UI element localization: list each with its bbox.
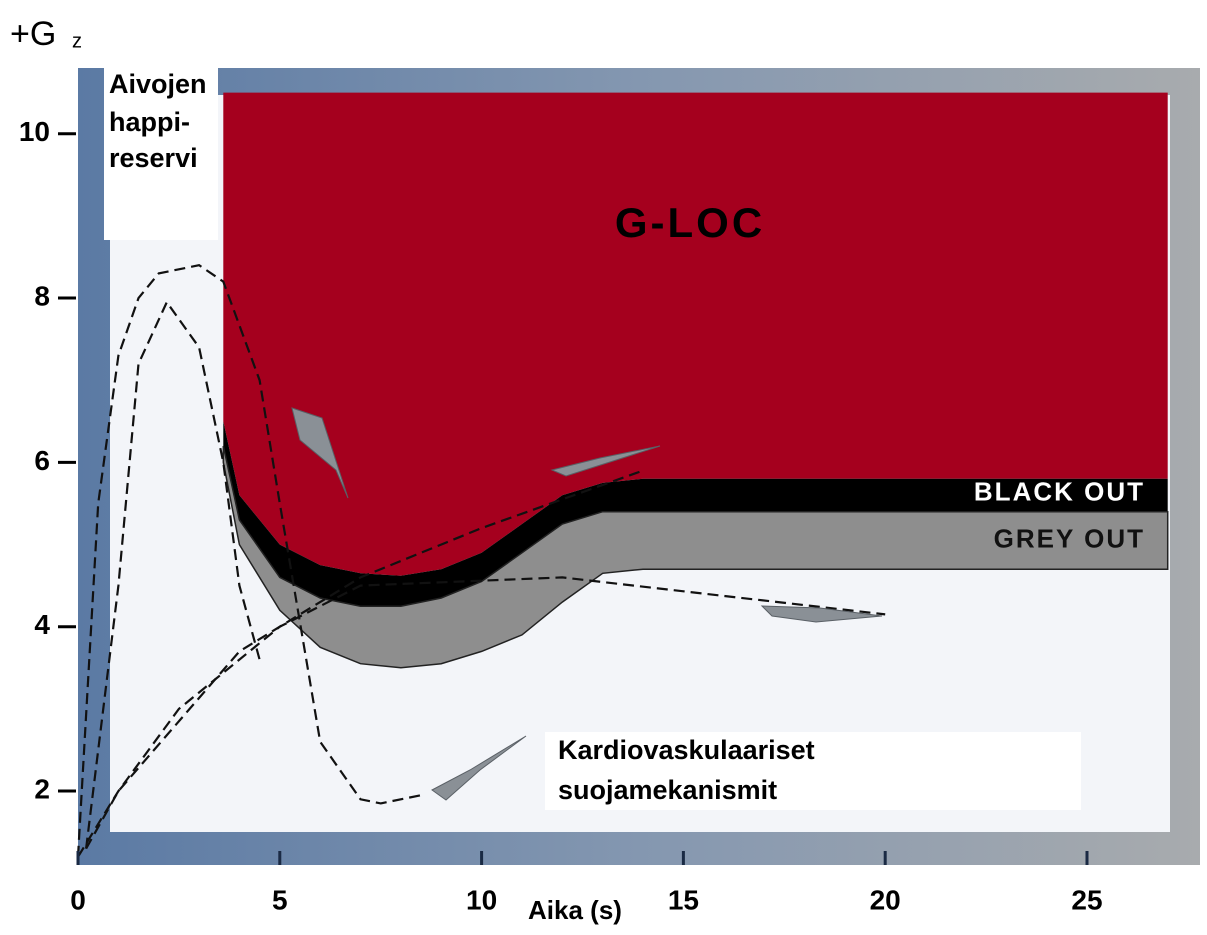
annotation: suojamekanismit [558, 775, 777, 805]
y-tick-label: 4 [34, 609, 50, 640]
region-label: GREY OUT [994, 523, 1145, 553]
annotation: reservi [109, 143, 198, 173]
annotation: Kardiovaskulaariset [558, 735, 815, 765]
annotation: happi- [109, 107, 190, 137]
page: {"chart_data": { "type": "area", "y_labe… [0, 0, 1207, 930]
region-label: G-LOC [615, 199, 765, 246]
y-axis-label: +G [10, 15, 56, 53]
x-tick-label: 0 [70, 884, 86, 915]
x-tick-label: 15 [668, 884, 699, 915]
region-label: BLACK OUT [974, 476, 1145, 506]
y-axis-label-sub: z [72, 30, 82, 52]
y-tick-label: 2 [34, 773, 50, 804]
x-tick-label: 5 [272, 884, 288, 915]
x-axis-label: Aika (s) [528, 895, 622, 925]
x-tick-label: 25 [1071, 884, 1102, 915]
x-tick-label: 10 [466, 884, 497, 915]
y-tick-label: 8 [34, 280, 50, 311]
chart: +G z Aika (s) Aivojen happi- reservi Kar… [0, 0, 1207, 930]
y-tick-label: 10 [19, 116, 50, 147]
annotation: Aivojen [109, 69, 207, 99]
y-tick-label: 6 [34, 445, 50, 476]
x-tick-label: 20 [870, 884, 901, 915]
